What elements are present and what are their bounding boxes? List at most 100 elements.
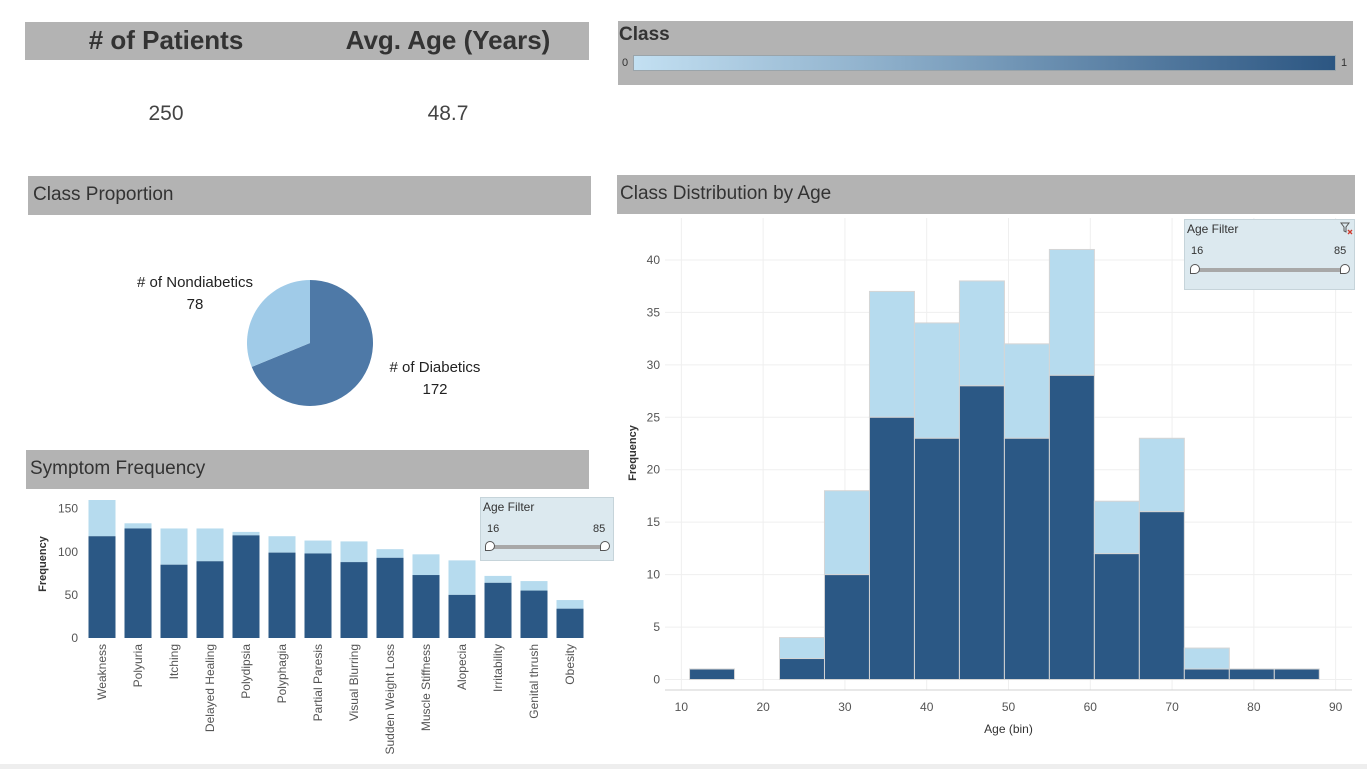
histogram-age-filter-max-handle[interactable] [1340, 264, 1350, 274]
class-proportion-pie-chart [246, 280, 373, 406]
x-tick-label: Partial Paresis [311, 644, 325, 721]
x-tick-label: 50 [1002, 700, 1016, 714]
bar-nondiabetic [448, 560, 476, 595]
symptom-age-filter-track[interactable] [490, 545, 606, 549]
x-tick-label: 20 [756, 700, 770, 714]
histogram-bar-nondiabetic [823, 490, 870, 576]
pie-slice-diabetic [251, 280, 373, 406]
histogram-bar-nondiabetic [868, 290, 915, 418]
x-tick-label: 70 [1165, 700, 1179, 714]
symptom-frequency-title: Symptom Frequency [30, 458, 206, 479]
x-tick-label: Irritability [491, 644, 505, 692]
bar-diabetic [88, 536, 116, 638]
symptom-age-filter-max: 85 [593, 523, 606, 535]
histogram-bar-nondiabetic [958, 280, 1005, 387]
histogram-age-filter-track[interactable] [1195, 268, 1345, 272]
x-tick-label: Sudden Weight Loss [383, 644, 397, 755]
x-tick-label: 60 [1084, 700, 1098, 714]
histogram-bar-diabetic [1093, 553, 1140, 681]
histogram-bar-diabetic [958, 385, 1005, 681]
symptom-age-filter-min: 16 [487, 523, 500, 535]
kpi-header: # of Patients Avg. Age (Years) [25, 22, 589, 60]
x-tick-label: Alopecia [455, 644, 469, 690]
x-tick-label: Itching [167, 644, 181, 679]
x-tick-label: Obesity [563, 644, 577, 685]
histogram-age-filter-title: Age Filter [1187, 222, 1239, 236]
bar-nondiabetic [88, 500, 116, 537]
histogram-age-filter-min-handle[interactable] [1190, 264, 1200, 274]
bar-diabetic [412, 575, 440, 638]
bar-diabetic [196, 561, 224, 638]
bar-diabetic [376, 557, 404, 638]
histogram-bar-nondiabetic [779, 637, 825, 660]
class-legend: Class 0 1 [618, 21, 1353, 85]
y-tick-label: 40 [647, 253, 661, 267]
x-tick-label: Delayed Healing [203, 644, 217, 732]
histogram-age-filter-min: 16 [1191, 245, 1204, 257]
histogram-age-filter-max: 85 [1334, 245, 1347, 257]
histogram-bar-diabetic [779, 658, 825, 681]
footer-divider [0, 764, 1367, 769]
x-tick-label: Polydipsia [239, 644, 253, 699]
class-proportion-title: Class Proportion [33, 184, 174, 205]
bar-diabetic [520, 590, 548, 638]
bar-nondiabetic [556, 600, 584, 609]
bar-nondiabetic [304, 540, 332, 554]
symptom-age-filter-max-handle[interactable] [600, 541, 610, 551]
histogram-bar-diabetic [1228, 668, 1275, 681]
histogram-bar-diabetic [823, 574, 870, 681]
class-legend-max: 1 [1341, 57, 1348, 69]
class-distribution-header: Class Distribution by Age [617, 175, 1355, 214]
histogram-bar-nondiabetic [913, 322, 960, 439]
bar-diabetic [124, 528, 152, 638]
histogram-bar-nondiabetic [1048, 248, 1095, 376]
bar-diabetic [232, 535, 260, 638]
y-tick-label: 100 [58, 545, 78, 559]
class-legend-title: Class [619, 24, 670, 45]
pie-slice-nondiabetic [246, 280, 310, 367]
histogram-bar-diabetic [1138, 511, 1185, 681]
average-age-value: 48.7 [427, 102, 469, 125]
x-tick-label: 10 [675, 700, 689, 714]
histogram-bar-diabetic [1048, 374, 1095, 681]
class-proportion-header: Class Proportion [28, 176, 591, 215]
y-axis-label: Frequency [37, 535, 49, 592]
bar-nondiabetic [160, 528, 188, 565]
bar-nondiabetic [412, 554, 440, 576]
y-tick-label: 150 [58, 502, 78, 516]
symptom-age-filter[interactable]: Age Filter 16 85 [480, 497, 614, 561]
bar-nondiabetic [232, 531, 260, 536]
y-tick-label: 20 [647, 463, 661, 477]
average-age-label: Avg. Age (Years) [345, 25, 551, 55]
y-tick-label: 5 [653, 620, 660, 634]
patients-count-label: # of Patients [88, 25, 244, 55]
bar-nondiabetic [520, 581, 548, 591]
x-tick-label: Muscle Stiffness [419, 644, 433, 731]
filter-clear-icon[interactable] [1340, 222, 1353, 238]
y-tick-label: 25 [647, 410, 661, 424]
bar-diabetic [160, 564, 188, 638]
histogram-bar-diabetic [689, 668, 736, 681]
y-tick-label: 35 [647, 305, 661, 319]
class-color-gradient [633, 55, 1336, 71]
y-tick-label: 0 [71, 631, 78, 645]
x-axis-label: Age (bin) [984, 722, 1033, 736]
histogram-bar-diabetic [1273, 668, 1320, 681]
class-legend-min: 0 [622, 57, 629, 69]
histogram-age-filter[interactable]: Age Filter 16 85 [1184, 219, 1355, 290]
symptom-age-filter-title: Age Filter [483, 500, 535, 514]
histogram-bar-diabetic [868, 416, 915, 681]
bar-nondiabetic [484, 575, 512, 583]
histogram-bar-nondiabetic [1183, 647, 1230, 670]
bar-diabetic [556, 608, 584, 638]
nondiabetic-label-text: # of Nondiabetics [137, 274, 253, 291]
bar-diabetic [340, 562, 368, 638]
symptom-frequency-header: Symptom Frequency [26, 450, 589, 489]
y-tick-label: 15 [647, 515, 661, 529]
x-tick-label: Weakness [95, 644, 109, 700]
symptom-age-filter-min-handle[interactable] [485, 541, 495, 551]
bar-diabetic [448, 594, 476, 638]
y-axis-label: Frequency [627, 424, 639, 481]
diabetic-label-text: # of Diabetics [389, 359, 481, 376]
patients-count-value: 250 [148, 102, 184, 125]
